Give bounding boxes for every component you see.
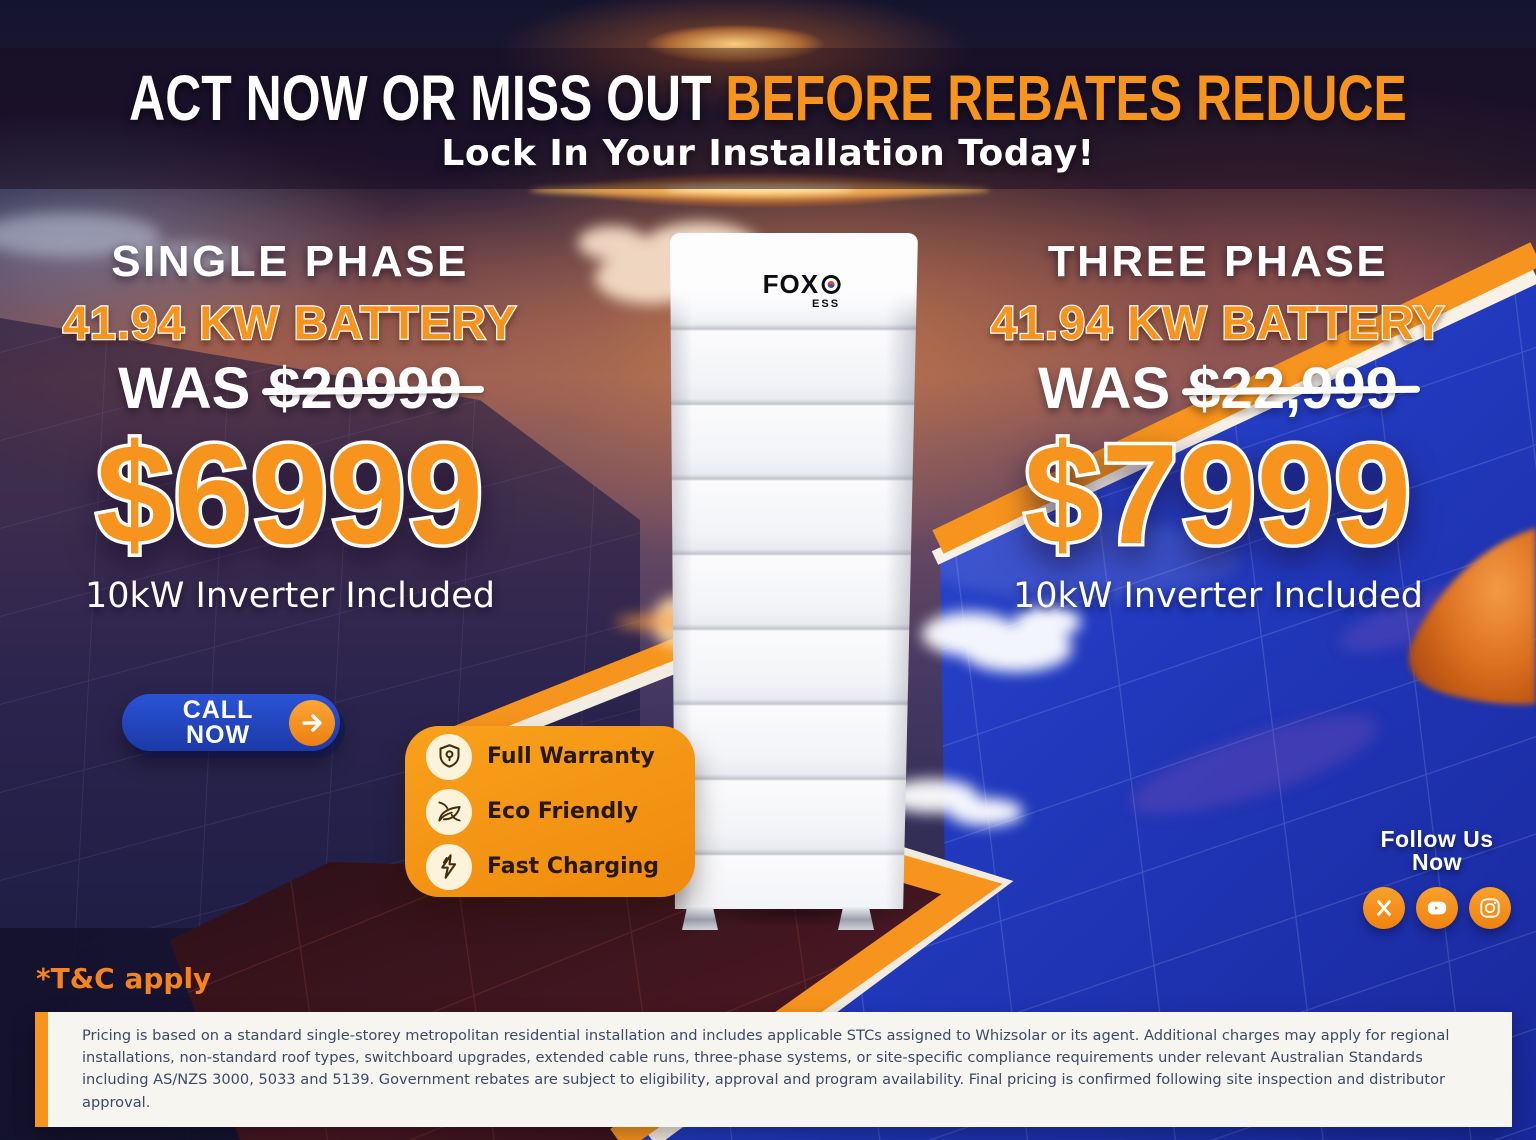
was-label: WAS <box>1038 356 1171 421</box>
tc-note: *T&C apply <box>36 962 212 995</box>
battery-tower <box>670 233 918 909</box>
inverter-note: 10kW Inverter Included <box>1012 576 1424 617</box>
battery-foot <box>838 907 874 930</box>
inverter-note: 10kW Inverter Included <box>84 576 496 617</box>
instagram-icon[interactable] <box>1469 887 1511 929</box>
headline-orange: BEFORE REBATES REDUCE <box>725 61 1407 134</box>
phase-title: THREE PHASE <box>1047 237 1389 286</box>
offer-single-phase: SINGLE PHASE 41.94 KW BATTERY WAS $20999… <box>28 240 552 616</box>
old-price: $20999 <box>268 356 462 421</box>
phase-title: SINGLE PHASE <box>111 237 469 286</box>
feature-row: Eco Friendly <box>405 788 695 835</box>
headline: ACT NOW OR MISS OUT BEFORE REBATES REDUC… <box>129 66 1407 130</box>
feature-row: Full Warranty <box>405 733 695 780</box>
fox-circle-icon <box>822 274 842 294</box>
clouds-on-blue <box>886 606 1081 826</box>
headline-white: ACT NOW OR MISS OUT <box>129 61 726 134</box>
feature-row: Fast Charging <box>405 843 695 890</box>
disclaimer-text: Pricing is based on a standard single-st… <box>82 1027 1450 1111</box>
x-twitter-icon[interactable] <box>1363 887 1405 929</box>
sale-price: $7999 <box>1021 415 1415 574</box>
arrow-right-icon <box>289 699 335 746</box>
feature-label: Full Warranty <box>487 743 655 769</box>
battery-spec: 41.94 KW BATTERY <box>61 296 518 349</box>
battery-spec: 41.94 KW BATTERY <box>989 296 1446 349</box>
eco-leaf-icon <box>426 788 472 835</box>
feature-label: Fast Charging <box>487 853 660 879</box>
was-label: WAS <box>118 356 251 421</box>
clouds-far-left <box>0 213 245 273</box>
was-price-line: WAS $20999 <box>28 360 552 418</box>
subheadline: Lock In Your Installation Today! <box>441 132 1095 174</box>
battery-product-image: FOX ESS <box>670 233 918 930</box>
brand-name: FOX <box>762 269 820 299</box>
header-band: ACT NOW OR MISS OUT BEFORE REBATES REDUC… <box>0 48 1536 189</box>
call-now-label: CALL NOW <box>182 695 254 749</box>
social-title: Follow Us Now <box>1380 826 1494 875</box>
fox-ess-logo: FOX ESS <box>762 269 842 310</box>
was-price-line: WAS $22,999 <box>956 360 1480 418</box>
sale-price: $6999 <box>93 415 487 574</box>
offer-three-phase: THREE PHASE 41.94 KW BATTERY WAS $22,999… <box>956 240 1480 616</box>
youtube-icon[interactable] <box>1416 887 1458 929</box>
shield-warranty-icon <box>426 733 472 780</box>
battery-foot <box>682 907 718 930</box>
old-price: $22,999 <box>1188 356 1398 421</box>
features-card: Full Warranty Eco Friendly Fast Charging <box>405 726 695 897</box>
call-now-button[interactable]: CALL NOW <box>122 694 340 751</box>
lightning-bolt-icon <box>426 843 472 890</box>
social-section: Follow Us Now <box>1352 828 1522 929</box>
disclaimer-box: Pricing is based on a standard single-st… <box>35 1012 1512 1127</box>
orange-dune-shape <box>1408 528 1536 705</box>
social-icons <box>1352 887 1522 929</box>
brand-sub: ESS <box>812 298 841 310</box>
feature-label: Eco Friendly <box>487 798 639 824</box>
